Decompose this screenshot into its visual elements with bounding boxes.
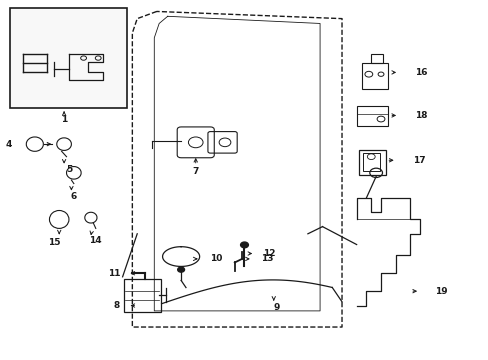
Bar [358, 149, 385, 175]
Bar [10, 8, 127, 108]
Text: 4: 4 [5, 140, 12, 149]
Text: 19: 19 [434, 287, 447, 296]
Bar [361, 63, 387, 89]
Text: 5: 5 [66, 165, 72, 174]
Text: 17: 17 [412, 156, 425, 165]
Text: 15: 15 [48, 238, 61, 247]
Text: 1: 1 [61, 114, 67, 123]
Text: 11: 11 [107, 269, 120, 278]
Text: 14: 14 [89, 237, 102, 246]
Text: 8: 8 [114, 301, 120, 310]
Circle shape [177, 267, 184, 272]
Text: 3: 3 [81, 42, 86, 51]
Bar [362, 153, 379, 171]
Circle shape [240, 242, 248, 248]
Text: 18: 18 [414, 111, 427, 120]
Text: 12: 12 [263, 249, 275, 258]
Text: 13: 13 [260, 255, 272, 264]
Text: 6: 6 [71, 192, 77, 201]
Text: 9: 9 [272, 303, 279, 312]
Text: 2: 2 [32, 38, 38, 47]
Bar [356, 107, 387, 126]
Text: 10: 10 [210, 255, 223, 264]
Text: 7: 7 [192, 167, 199, 176]
Text: 16: 16 [414, 68, 427, 77]
Bar [370, 54, 383, 63]
